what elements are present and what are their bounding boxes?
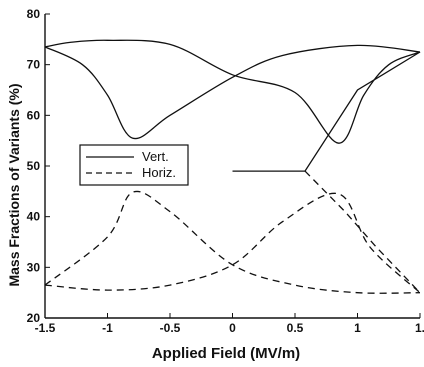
x-tick-label: 1 (354, 321, 361, 335)
x-tick-label: 1. (415, 321, 424, 335)
y-axis-title: Mass Fractions of Variants (%) (6, 83, 22, 286)
series-line-horiz-3 (304, 170, 421, 294)
x-tick-label: -1 (102, 321, 113, 335)
x-tick-label: 0 (229, 321, 236, 335)
series-line-horiz-1 (44, 190, 421, 294)
series-line-vert-2 (44, 44, 421, 140)
series-line-horiz-2 (44, 192, 421, 294)
x-axis-title: Applied Field (MV/m) (152, 345, 300, 362)
legend: Vert. Horiz. (79, 144, 189, 186)
series-line-vert-1 (44, 39, 421, 144)
y-tick-label: 60 (27, 108, 41, 122)
legend-label-horiz: Horiz. (142, 165, 176, 180)
y-tick-label: 40 (27, 210, 41, 224)
y-tick-label: 50 (27, 159, 41, 173)
series-line-vert-3 (232, 51, 421, 172)
y-tick-label: 70 (27, 58, 41, 72)
x-tick-label: -0.5 (160, 321, 181, 335)
x-tick-label: -1.5 (35, 321, 56, 335)
x-ticks: -1.5 -1 -0.5 0 0.5 1 1. (35, 313, 424, 335)
legend-box (79, 144, 189, 186)
y-tick-label: 30 (27, 260, 41, 274)
legend-label-vert: Vert. (142, 149, 169, 164)
y-tick-label: 80 (27, 7, 41, 21)
y-ticks: 20 30 40 50 60 70 80 (27, 7, 50, 325)
x-tick-label: 0.5 (287, 321, 304, 335)
y-tick-label: 20 (27, 311, 41, 325)
series-layer (44, 39, 421, 294)
